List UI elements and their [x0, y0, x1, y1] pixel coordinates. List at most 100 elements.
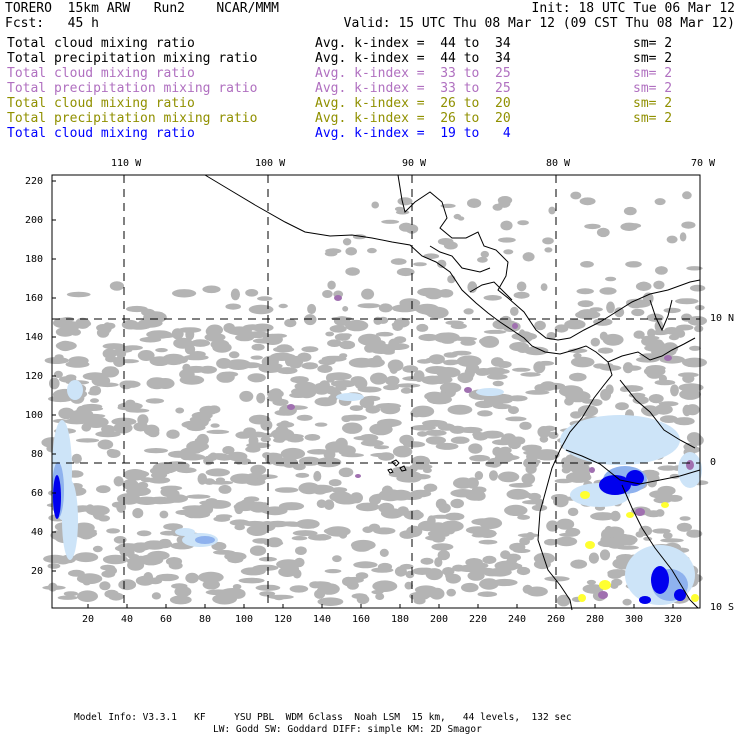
cloud-patch	[379, 548, 389, 558]
lon-label: 110 W	[111, 158, 142, 169]
cloud-patch	[586, 579, 597, 585]
cloud-patch	[685, 404, 700, 416]
cloud-patch	[92, 507, 105, 520]
cloud-patch	[438, 503, 451, 514]
cloud-patch	[427, 394, 452, 405]
cloud-patch	[655, 266, 668, 275]
legend-smoothing: sm= 2	[633, 81, 673, 96]
cloud-patch	[155, 348, 168, 353]
cloud-patch	[259, 591, 276, 597]
coastline-south-america-north	[607, 337, 696, 363]
cloud-patch	[342, 576, 355, 587]
cloud-patch	[199, 500, 222, 506]
cloud-patch	[180, 453, 206, 461]
precip-light	[67, 380, 83, 400]
cloud-patch	[66, 291, 91, 298]
cloud-patch	[497, 196, 513, 205]
cloud-patch	[479, 338, 488, 345]
cloud-patch	[79, 530, 94, 540]
high-kindex-cell	[686, 460, 694, 470]
cloud-patch	[147, 550, 170, 561]
cloud-patch	[323, 499, 335, 511]
cloud-patch	[174, 586, 192, 597]
cloud-patch	[99, 581, 111, 591]
cloud-patch	[313, 470, 322, 482]
cloud-patch	[450, 436, 470, 444]
cloud-patch	[121, 319, 139, 330]
cloud-patch	[471, 486, 487, 494]
cloud-patch	[453, 213, 462, 220]
x-tick-label: 120	[274, 614, 293, 625]
x-tick-label: 60	[160, 614, 173, 625]
cloud-patch	[622, 598, 632, 606]
cloud-patch	[404, 581, 413, 590]
cloud-patch	[519, 421, 532, 430]
lat-label: 10 N	[710, 313, 735, 324]
cloud-patch	[648, 394, 664, 404]
cloud-patch	[383, 384, 399, 391]
cloud-patch	[377, 562, 393, 571]
cloud-patch	[480, 250, 489, 258]
cloud-patch	[260, 502, 270, 511]
cloud-patch	[53, 370, 63, 378]
cloud-patch	[492, 319, 510, 330]
cloud-patch	[537, 426, 551, 438]
cloud-patch	[77, 590, 98, 602]
cloud-patch	[151, 592, 161, 600]
cloud-patch	[276, 344, 293, 353]
cloud-patch	[400, 387, 412, 394]
cloud-patch	[298, 456, 321, 466]
cloud-patch	[556, 518, 575, 530]
cloud-patch	[570, 411, 582, 419]
cloud-patch	[402, 365, 419, 373]
valid-time: Valid: 15 UTC Thu 08 Mar 12 (09 CST Thu …	[343, 16, 735, 31]
high-kindex-cell	[355, 474, 361, 478]
cloud-patch	[238, 577, 265, 584]
cloud-patch	[96, 485, 111, 494]
cloud-patch	[516, 281, 527, 292]
y-tick-label: 220	[25, 176, 44, 187]
cloud-patch	[118, 579, 137, 591]
cloud-patch	[225, 303, 241, 310]
coastline-yucatan-caribbean	[397, 174, 701, 341]
cloud-patch	[171, 583, 188, 589]
cloud-patch	[686, 529, 703, 538]
cloud-patch	[258, 362, 283, 369]
cloud-patch	[125, 399, 136, 406]
cloud-patch	[228, 351, 240, 359]
cloud-patch	[248, 304, 274, 315]
cloud-patch	[250, 355, 263, 360]
cloud-patch	[416, 323, 429, 332]
cloud-patch	[314, 397, 337, 407]
cloud-patch	[632, 396, 649, 405]
cloud-patch	[204, 333, 226, 342]
cloud-shading	[41, 191, 709, 607]
cloud-patch	[369, 423, 393, 436]
cloud-patch	[316, 534, 330, 541]
y-tick-label: 20	[31, 566, 44, 577]
cloud-patch	[42, 585, 66, 590]
high-kindex-cell	[287, 404, 295, 410]
cloud-patch	[349, 405, 363, 411]
high-kindex-cell	[664, 355, 672, 361]
cloud-patch	[410, 489, 432, 498]
cloud-patch	[647, 328, 656, 338]
cloud-patch	[301, 363, 310, 369]
cloud-patch	[393, 336, 407, 344]
cloud-patch	[679, 516, 691, 521]
cloud-patch	[537, 360, 555, 366]
cloud-patch	[521, 473, 536, 485]
cloud-patch	[479, 578, 499, 590]
cloud-patch	[423, 483, 438, 492]
cloud-patch	[506, 488, 530, 500]
cloud-patch	[434, 557, 443, 568]
x-tick-label: 100	[235, 614, 254, 625]
cloud-patch	[447, 404, 473, 415]
cloud-patch	[682, 357, 707, 368]
legend-kindex: Avg. k-index = 44 to 34	[315, 51, 511, 66]
y-tick-label: 180	[25, 254, 44, 265]
cloud-patch	[278, 502, 305, 511]
cloud-patch	[483, 295, 502, 301]
precip-heavy	[599, 475, 631, 495]
cloud-patch	[625, 261, 642, 268]
